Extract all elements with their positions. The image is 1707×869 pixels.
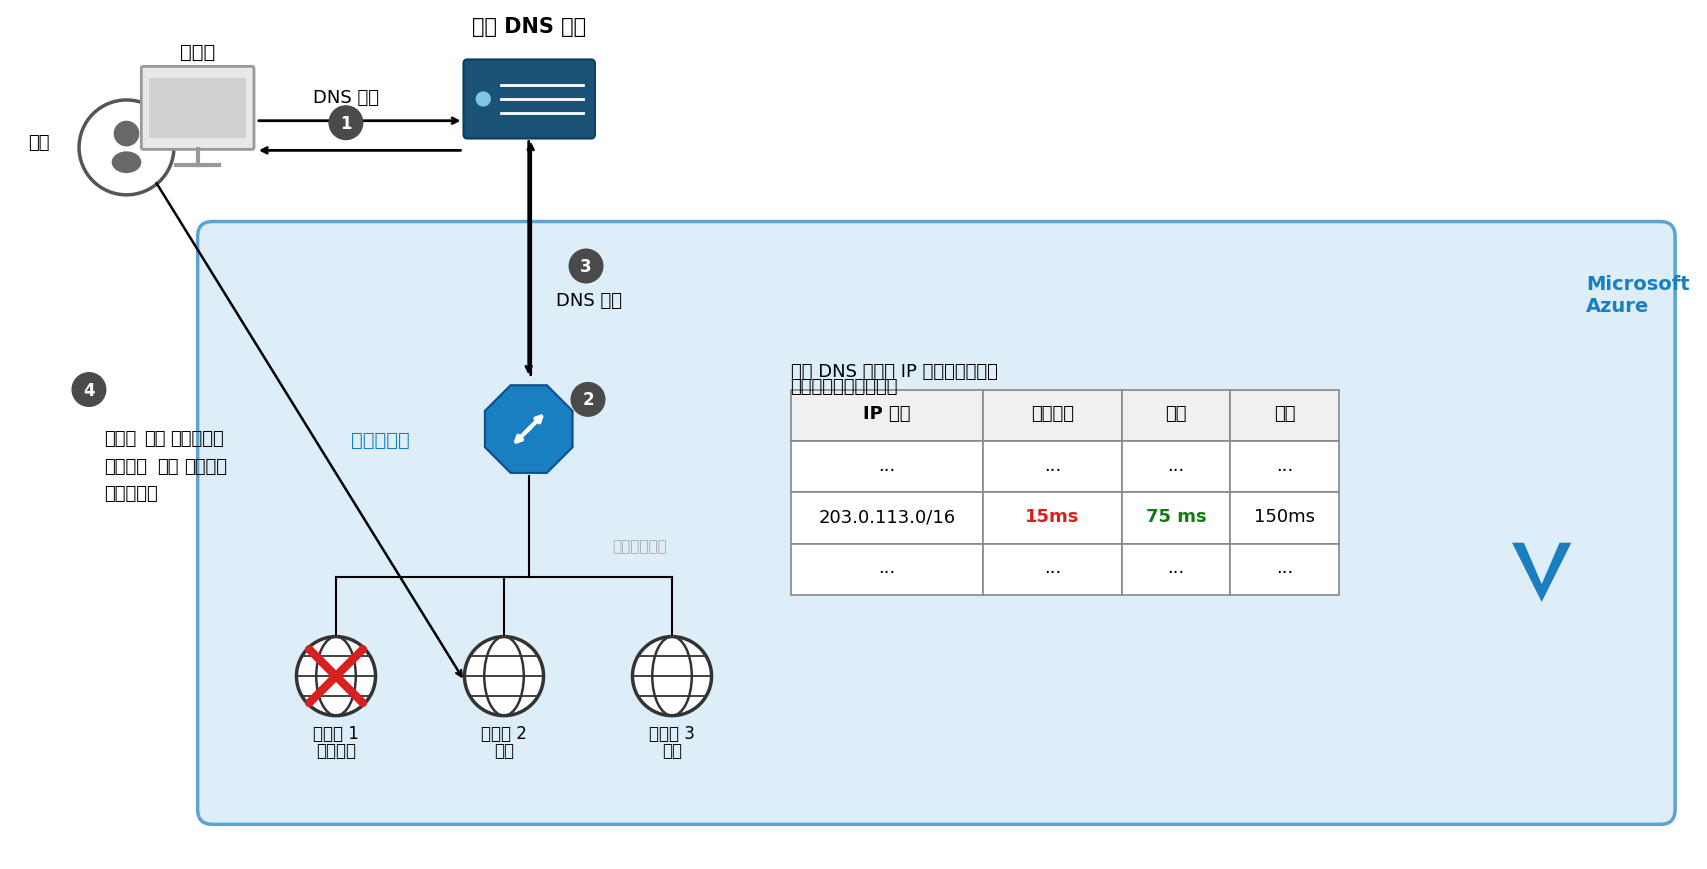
Polygon shape <box>485 386 572 474</box>
Bar <box>1121 544 1229 595</box>
Text: IP 范围: IP 范围 <box>862 405 910 422</box>
Bar <box>1121 493 1229 544</box>
Ellipse shape <box>111 152 142 174</box>
Text: DNS 响应: DNS 响应 <box>556 291 621 309</box>
Bar <box>983 390 1121 441</box>
Text: 直接: 直接 <box>143 429 166 448</box>
Bar <box>1229 441 1338 493</box>
Text: ...: ... <box>1166 559 1185 577</box>
Text: 终结点 1: 终结点 1 <box>312 724 358 742</box>
Text: 而非: 而非 <box>157 457 179 475</box>
Text: ...: ... <box>1275 456 1292 474</box>
Text: ...: ... <box>877 456 894 474</box>
Bar <box>1121 390 1229 441</box>
Text: 4: 4 <box>84 381 94 399</box>
Text: 203.0.113.0/16: 203.0.113.0/16 <box>818 507 954 526</box>
FancyBboxPatch shape <box>198 222 1675 825</box>
FancyBboxPatch shape <box>463 60 594 139</box>
Text: 东亚: 东亚 <box>662 741 681 760</box>
Text: 运行状况检查: 运行状况检查 <box>613 538 667 554</box>
Text: 客户端: 客户端 <box>104 429 137 448</box>
Text: Azure: Azure <box>1586 296 1649 315</box>
Text: ...: ... <box>1166 456 1185 474</box>
Bar <box>1229 493 1338 544</box>
Text: ...: ... <box>1043 456 1060 474</box>
Circle shape <box>568 250 603 283</box>
Text: 终结点 2: 终结点 2 <box>481 724 527 742</box>
Text: 15ms: 15ms <box>1024 507 1079 526</box>
Circle shape <box>632 637 712 716</box>
Text: 美国西部: 美国西部 <box>316 741 355 760</box>
Circle shape <box>297 637 376 716</box>
Text: 使用 DNS 查询源 IP 地址在延迟表中: 使用 DNS 查询源 IP 地址在延迟表中 <box>790 362 997 381</box>
Text: 3: 3 <box>580 258 592 275</box>
Text: 查找最近的可用终结点: 查找最近的可用终结点 <box>790 378 898 396</box>
Bar <box>790 544 983 595</box>
Bar <box>1121 441 1229 493</box>
Circle shape <box>72 374 106 407</box>
Text: ...: ... <box>1043 559 1060 577</box>
Text: 1: 1 <box>340 115 352 133</box>
Text: 流量管理器: 流量管理器 <box>352 430 410 449</box>
Bar <box>790 390 983 441</box>
Circle shape <box>79 101 174 196</box>
Text: Microsoft: Microsoft <box>1586 275 1688 294</box>
Polygon shape <box>1511 543 1570 602</box>
Text: 北欧: 北欧 <box>1164 405 1186 422</box>
Circle shape <box>570 383 604 417</box>
Text: 递归 DNS 服务: 递归 DNS 服务 <box>471 17 586 36</box>
Circle shape <box>476 93 490 107</box>
Text: 北欧: 北欧 <box>493 741 514 760</box>
Text: 东亚: 东亚 <box>1273 405 1294 422</box>
Text: DNS 查询: DNS 查询 <box>312 89 379 107</box>
Bar <box>983 493 1121 544</box>
Text: ...: ... <box>877 559 894 577</box>
Text: 美国西部: 美国西部 <box>1031 405 1074 422</box>
Text: 管理器连接: 管理器连接 <box>104 485 157 503</box>
Text: 连接到所选: 连接到所选 <box>171 429 224 448</box>
Bar <box>1229 544 1338 595</box>
Text: 经由流量: 经由流量 <box>184 457 227 475</box>
Text: 浏览器: 浏览器 <box>179 43 215 62</box>
Text: 终结点，: 终结点， <box>104 457 147 475</box>
Bar <box>790 493 983 544</box>
Bar <box>983 441 1121 493</box>
Text: 2: 2 <box>582 391 594 409</box>
Bar <box>1229 390 1338 441</box>
Text: ...: ... <box>1275 559 1292 577</box>
Circle shape <box>114 122 140 147</box>
Text: 终结点 3: 终结点 3 <box>649 724 695 742</box>
Bar <box>983 544 1121 595</box>
Circle shape <box>329 107 362 140</box>
Text: 150ms: 150ms <box>1253 507 1314 526</box>
Bar <box>790 441 983 493</box>
Circle shape <box>464 637 543 716</box>
Bar <box>149 79 246 138</box>
Text: 用户: 用户 <box>27 135 50 152</box>
Text: 75 ms: 75 ms <box>1145 507 1205 526</box>
FancyBboxPatch shape <box>142 67 254 150</box>
